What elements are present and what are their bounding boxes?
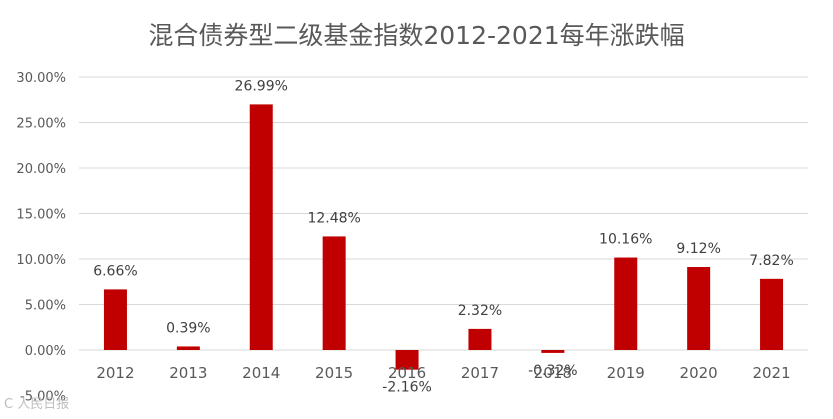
x-tick-label: 2017 [461, 364, 499, 382]
x-tick-label: 2014 [242, 364, 280, 382]
y-tick-label: 5.00% [25, 299, 66, 314]
x-tick-label: 2018 [534, 364, 572, 382]
bar-2019 [614, 257, 638, 350]
data-labels: 6.66% 0.39% 26.99% 12.48% -2.16% 2.32% -0.32% 1… [93, 78, 794, 395]
x-axis-category-labels: 2012 2013 2014 2015 2016 2017 2018 2019 2020 2021 [96, 364, 790, 382]
x-tick-label: 2016 [388, 364, 426, 382]
bar-2014 [249, 104, 273, 351]
data-label-2021: 7.82% [749, 253, 793, 269]
bar-2016 [395, 350, 419, 370]
bars [103, 104, 784, 370]
chart-title: 混合债券型二级基金指数2012-2021每年涨跌幅 [148, 21, 685, 50]
x-tick-label: 2013 [169, 364, 207, 382]
x-tick-label: 2012 [96, 364, 134, 382]
data-label-2018: -0.32% [528, 363, 578, 379]
watermark-logo: C 人民日报 [4, 397, 70, 412]
bar-2012 [103, 289, 127, 350]
y-tick-label: 10.00% [16, 253, 66, 268]
gridlines [79, 76, 808, 351]
x-tick-label: 2020 [680, 364, 718, 382]
x-tick-label: 2019 [607, 364, 645, 382]
data-label-2012: 6.66% [93, 263, 137, 279]
data-label-2020: 9.12% [676, 241, 720, 257]
bar-2013 [176, 346, 200, 350]
y-tick-label: 0.00% [25, 344, 66, 359]
bar-2020 [687, 267, 711, 350]
data-label-2019: 10.16% [599, 232, 652, 248]
bar-2018 [541, 350, 565, 353]
bar-2017 [468, 328, 492, 350]
bar-2015 [322, 236, 346, 350]
data-label-2017: 2.32% [458, 303, 502, 319]
data-label-2015: 12.48% [307, 210, 360, 226]
y-tick-label: 30.00% [16, 71, 66, 86]
data-label-2013: 0.39% [166, 320, 210, 336]
y-tick-label: 20.00% [16, 162, 66, 177]
data-label-2014: 26.99% [235, 78, 288, 94]
y-tick-label: -5.00% [20, 390, 66, 405]
x-tick-label: 2021 [752, 364, 790, 382]
y-tick-label: 15.00% [16, 208, 66, 223]
y-tick-label: 25.00% [16, 117, 66, 132]
bar-2021 [760, 278, 784, 350]
data-label-2016: -2.16% [382, 380, 432, 396]
y-axis-tick-labels: -5.00% 0.00% 5.00% 10.00% 15.00% 20.00% 25.00%… [16, 71, 66, 405]
x-tick-label: 2015 [315, 364, 353, 382]
